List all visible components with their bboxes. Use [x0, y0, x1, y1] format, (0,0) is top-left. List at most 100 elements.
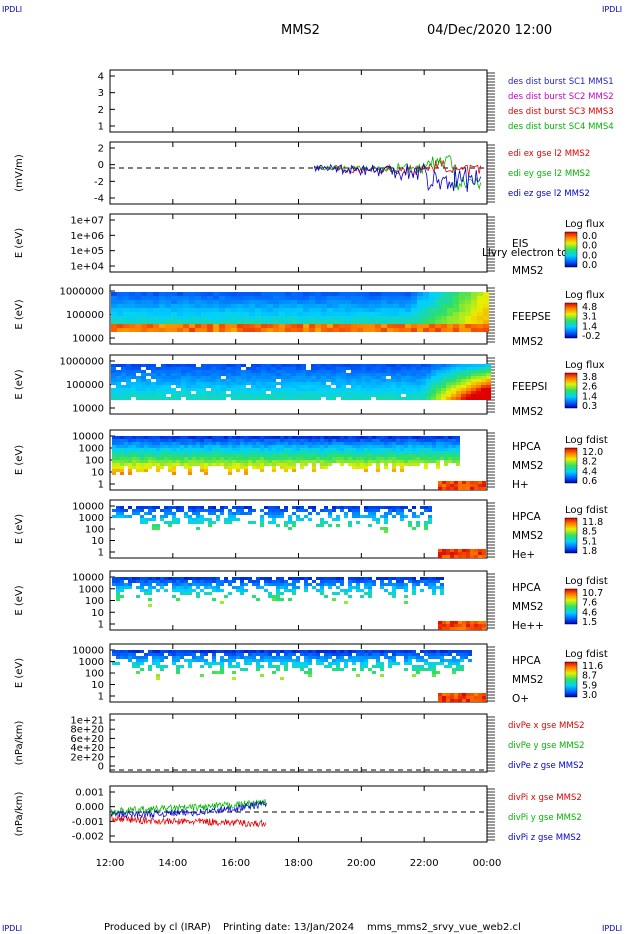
hpca-cell — [328, 577, 332, 580]
hpca-cell — [364, 577, 368, 580]
feepsi-cell — [261, 388, 266, 391]
hpca-cell — [428, 668, 432, 671]
feepse-cell — [417, 308, 423, 312]
feepsi-cell — [431, 370, 436, 373]
hpca-cell — [352, 580, 356, 583]
hpca-cell — [380, 460, 384, 463]
feepse-cell — [111, 304, 117, 308]
hpca-cell — [376, 439, 380, 442]
hpca-cell — [276, 650, 280, 653]
hpca-cell — [452, 454, 456, 457]
feepse-cell — [135, 328, 141, 332]
feepsi-cell — [376, 367, 381, 370]
feepse-cell — [207, 312, 213, 316]
hpca-cell — [384, 527, 388, 530]
feepsi-cell — [456, 391, 461, 394]
hpca-cell — [420, 577, 424, 580]
feepsi-cell — [386, 382, 391, 385]
feepsi-cell — [206, 382, 211, 385]
hpca-cell — [424, 527, 428, 530]
hpca-cell — [112, 436, 116, 439]
hpca-cell — [264, 451, 268, 454]
hpca-hot-cell — [457, 627, 462, 630]
feepsi-cell — [181, 391, 186, 394]
hpca-cell — [276, 592, 280, 595]
hpca-cell — [424, 509, 428, 512]
hpca-cell — [248, 463, 252, 466]
panel-frame — [109, 213, 488, 273]
hpca-cell — [404, 463, 408, 466]
hpca-cell — [332, 457, 336, 460]
hpca-cell — [260, 454, 264, 457]
feepsi-cell — [171, 367, 176, 370]
feepsi-cell — [331, 379, 336, 382]
feepse-cell — [285, 324, 291, 328]
hpca-cell — [392, 451, 396, 454]
feepsi-cell — [361, 373, 366, 376]
feepse-cell — [135, 308, 141, 312]
hpca-cell — [144, 583, 148, 586]
hpca-cell — [208, 445, 212, 448]
hpca-hot-cell — [477, 624, 482, 627]
hpca-hot-cell — [445, 699, 450, 702]
hpca-cell — [348, 463, 352, 466]
feepsi-cell — [146, 379, 151, 382]
hpca-cell — [432, 457, 436, 460]
hpca-cell — [336, 524, 340, 527]
hpca-cell — [268, 595, 272, 598]
hpca-cell — [116, 592, 120, 595]
feepse-cell — [267, 320, 273, 324]
feepse-cell — [249, 316, 255, 320]
feepse-cell — [387, 304, 393, 308]
feepsi-cell — [476, 367, 481, 370]
hpca-hot-cell — [453, 552, 458, 555]
hpca-cell — [312, 436, 316, 439]
hpca-cell — [216, 589, 220, 592]
feepsi-cell — [476, 382, 481, 385]
hpca-cell — [200, 445, 204, 448]
hpca-cell — [400, 506, 404, 509]
hpca-cell — [352, 460, 356, 463]
hpca-cell — [444, 653, 448, 656]
feepsi-cell — [461, 394, 466, 397]
hpca-cell — [232, 442, 236, 445]
feepse-cell — [441, 300, 447, 304]
hpca-cell — [424, 466, 428, 469]
hpca-cell — [232, 659, 236, 662]
feepsi-cell — [121, 373, 126, 376]
feepse-cell — [447, 324, 453, 328]
feepsi-cell — [486, 382, 491, 385]
hpca-cell — [364, 506, 368, 509]
hpca-cell — [240, 506, 244, 509]
feepsi-cell — [216, 397, 221, 400]
hpca-cell — [204, 439, 208, 442]
feepse-cell — [375, 328, 381, 332]
hpca-cell — [352, 445, 356, 448]
feepse-cell — [219, 292, 225, 296]
hpca-cell — [140, 454, 144, 457]
instrument-label: HPCA — [512, 582, 542, 594]
hpca-cell — [196, 448, 200, 451]
hpca-cell — [408, 509, 412, 512]
hpca-cell — [180, 665, 184, 668]
hpca-hot-cell — [449, 481, 454, 484]
hpca-cell — [144, 506, 148, 509]
hpca-cell — [304, 448, 308, 451]
feepse-cell — [423, 324, 429, 328]
hpca-cell — [332, 442, 336, 445]
hpca-cell — [188, 436, 192, 439]
hpca-hot-cell — [457, 693, 462, 696]
feepsi-cell — [401, 376, 406, 379]
hpca-cell — [312, 454, 316, 457]
hpca-hot-cell — [449, 696, 454, 699]
hpca-cell — [124, 509, 128, 512]
hpca-cell — [152, 518, 156, 521]
feepsi-cell — [486, 373, 491, 376]
hpca-cell — [308, 656, 312, 659]
hpca-cell — [384, 521, 388, 524]
hpca-cell — [364, 439, 368, 442]
hpca-cell — [256, 598, 260, 601]
hpca-cell — [132, 650, 136, 653]
hpca-cell — [380, 650, 384, 653]
feepsi-cell — [161, 382, 166, 385]
